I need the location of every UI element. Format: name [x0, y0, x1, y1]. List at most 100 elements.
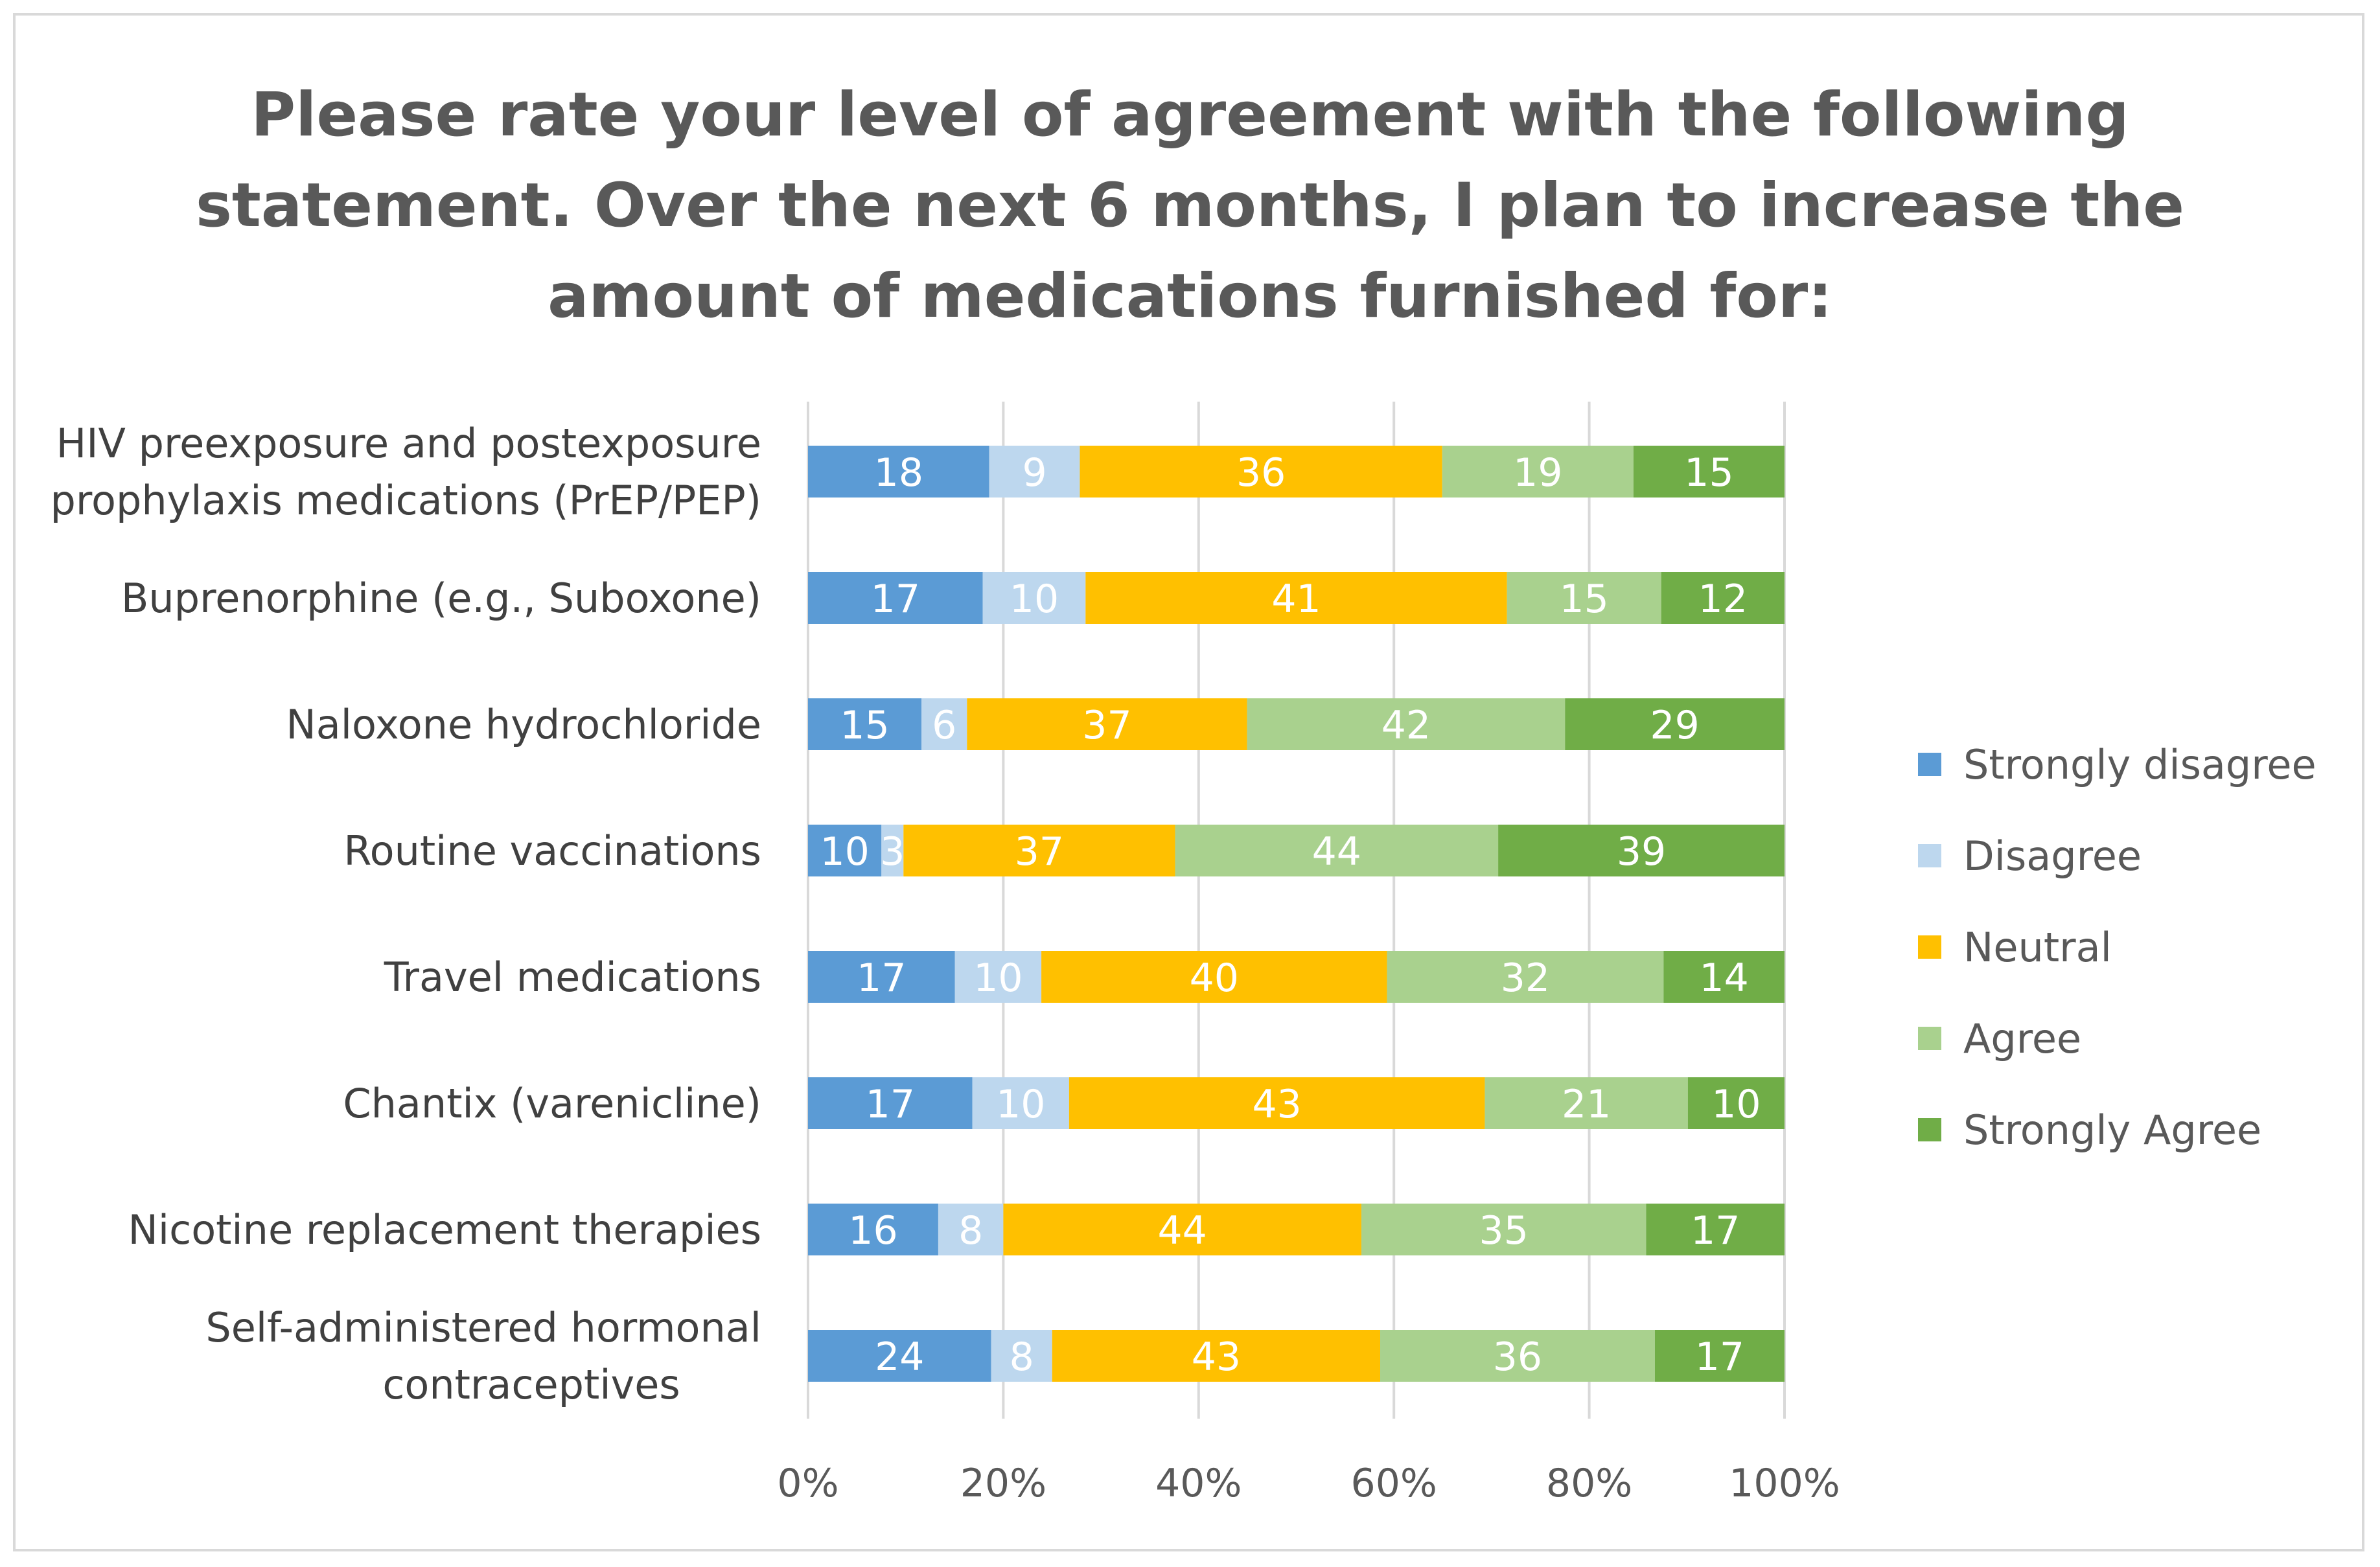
bar-segment-neutral — [1085, 572, 1507, 624]
data-label: 15 — [840, 703, 889, 748]
bar-segment-disagree — [991, 1330, 1052, 1382]
x-tick-label: 60% — [1351, 1461, 1437, 1506]
x-tick-label: 40% — [1155, 1461, 1242, 1506]
bar-segment-strongly-disagree — [808, 698, 922, 750]
data-label: 3 — [880, 829, 905, 875]
category-label: Routine vaccinations — [343, 827, 761, 875]
bar-segment-disagree — [881, 825, 904, 876]
data-label: 19 — [1513, 450, 1562, 496]
data-label: 37 — [1015, 829, 1064, 875]
bars — [808, 446, 1785, 1382]
legend-swatch-strongly-agree — [1918, 1118, 1941, 1141]
bar-segment-strongly-disagree — [808, 825, 882, 876]
data-label: 10 — [973, 955, 1022, 1001]
bar-segment-strongly-disagree — [808, 1330, 991, 1382]
bar-segment-strongly-agree — [1654, 1330, 1785, 1382]
category-label: Travel medications — [384, 954, 761, 1001]
data-label: 8 — [1010, 1334, 1034, 1380]
bar-segment-neutral — [1080, 446, 1442, 498]
gridlines — [807, 402, 1786, 1419]
bar-segment-neutral — [1052, 1330, 1381, 1382]
data-label: 29 — [1650, 703, 1699, 748]
bar-segment-disagree — [938, 1204, 1004, 1255]
bar-segment-neutral — [1041, 951, 1387, 1003]
data-label: 36 — [1493, 1334, 1542, 1380]
data-label: 10 — [1711, 1082, 1761, 1127]
bar-segment-agree — [1507, 572, 1661, 624]
bar-segment-disagree — [972, 1077, 1069, 1129]
bar-segment-agree — [1380, 1330, 1655, 1382]
data-label: 41 — [1271, 577, 1321, 622]
x-tick-label: 80% — [1546, 1461, 1632, 1506]
data-label: 21 — [1562, 1082, 1611, 1127]
data-label: 10 — [820, 829, 869, 875]
data-label: 10 — [996, 1082, 1045, 1127]
data-label: 24 — [875, 1334, 924, 1380]
data-label: 40 — [1190, 955, 1239, 1001]
data-label: 18 — [874, 450, 923, 496]
bar-segment-strongly-disagree — [808, 446, 989, 498]
bar-segment-disagree — [982, 572, 1086, 624]
chart-frame — [13, 13, 2364, 1551]
x-tick-label: 20% — [960, 1461, 1046, 1506]
data-label: 9 — [1022, 450, 1046, 496]
data-label: 36 — [1236, 450, 1286, 496]
bar-segment-agree — [1175, 825, 1499, 876]
category-label: HIV preexposure and postexposure prophyla… — [51, 420, 761, 524]
bar-segment-disagree — [921, 698, 967, 750]
legend-label-strongly-agree: Strongly Agree — [1963, 1106, 2261, 1154]
bar-segment-agree — [1247, 698, 1565, 750]
data-label: 17 — [871, 577, 920, 622]
legend: Strongly disagree Disagree Neutral Agree Str… — [1918, 741, 2316, 1154]
bar-segment-agree — [1361, 1204, 1646, 1255]
data-label: 44 — [1312, 829, 1361, 875]
bar-segment-disagree — [989, 446, 1080, 498]
bar-segment-agree — [1442, 446, 1634, 498]
legend-swatch-strongly-disagree — [1918, 753, 1941, 776]
data-label: 12 — [1698, 577, 1748, 622]
category-label: Naloxone hydrochloride — [286, 701, 761, 748]
category-label: Nicotine replacement therapies — [128, 1206, 762, 1253]
bar-segment-neutral — [903, 825, 1175, 876]
data-label: 10 — [1010, 577, 1059, 622]
bar-segment-disagree — [954, 951, 1042, 1003]
data-label: 14 — [1699, 955, 1748, 1001]
legend-label-neutral: Neutral — [1963, 924, 2112, 971]
bar-segment-strongly-agree — [1661, 572, 1785, 624]
data-label: 39 — [1617, 829, 1666, 875]
category-labels: HIV preexposure and postexposure prophyla… — [51, 420, 761, 1408]
category-label: Buprenorphine (e.g., Suboxone) — [121, 575, 761, 622]
data-label: 16 — [848, 1208, 897, 1253]
data-label: 17 — [1691, 1208, 1740, 1253]
data-label: 42 — [1381, 703, 1431, 748]
data-label: 17 — [1695, 1334, 1744, 1380]
bar-segment-agree — [1387, 951, 1664, 1003]
data-label: 32 — [1501, 955, 1550, 1001]
data-label: 17 — [866, 1082, 915, 1127]
chart-title: Please rate your level of agreement with… — [195, 80, 2185, 332]
legend-label-disagree: Disagree — [1963, 832, 2142, 880]
bar-segment-strongly-agree — [1633, 446, 1785, 498]
bar-segment-strongly-agree — [1646, 1204, 1785, 1255]
legend-swatch-disagree — [1918, 844, 1941, 867]
data-label: 35 — [1479, 1208, 1529, 1253]
bar-segment-strongly-disagree — [808, 1077, 973, 1129]
category-label: Chantix (varenicline) — [343, 1080, 761, 1127]
bar-segment-strongly-agree — [1663, 951, 1785, 1003]
bar-segment-neutral — [1003, 1204, 1361, 1255]
data-label: 43 — [1252, 1082, 1301, 1127]
bar-segment-strongly-disagree — [808, 1204, 938, 1255]
x-tick-label: 100% — [1729, 1461, 1840, 1506]
bar-segment-strongly-agree — [1565, 698, 1785, 750]
data-label: 8 — [958, 1208, 983, 1253]
bar-segment-strongly-agree — [1498, 825, 1785, 876]
data-label: 15 — [1559, 577, 1608, 622]
category-label: Self-administered hormonal contraceptives — [205, 1304, 761, 1408]
data-label: 17 — [857, 955, 906, 1001]
data-label: 44 — [1158, 1208, 1207, 1253]
bar-segment-strongly-agree — [1687, 1077, 1785, 1129]
bar-segment-strongly-disagree — [808, 951, 955, 1003]
data-label: 37 — [1082, 703, 1131, 748]
